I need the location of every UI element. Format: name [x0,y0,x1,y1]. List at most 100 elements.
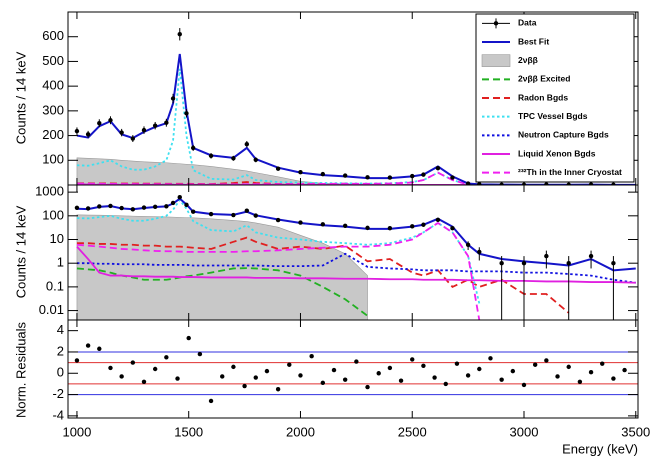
data-point [85,206,91,211]
legend-swatch [493,21,499,26]
data-point [298,169,303,175]
data-point [164,204,169,209]
data-point [499,182,504,185]
data-point [421,222,426,227]
residual-point [130,360,136,365]
residual-point [208,398,214,404]
residual-point [398,378,404,383]
y-tick-label: 0.1 [46,278,64,293]
y-tick-label: 0 [57,365,64,380]
data-point [208,211,214,217]
residual-point [622,367,627,373]
data-point [74,128,80,134]
residual-point [443,381,448,387]
data-point [410,224,415,229]
series-line [76,267,369,317]
y-tick-label: 4 [57,322,64,337]
data-point [85,132,91,137]
data-point [421,172,426,177]
y-tick-label: -2 [52,386,64,401]
residual-point [477,366,482,372]
data-point [152,123,158,128]
residual-point [577,379,583,384]
data-point [465,181,471,185]
data-point [521,260,527,266]
residual-point [600,361,605,366]
data-point [365,225,370,231]
data-point [342,223,348,228]
series-line [76,171,480,185]
residual-point [309,354,314,359]
data-point [588,253,594,259]
residual-point [253,375,258,380]
residual-point [108,365,113,371]
data-point [141,205,147,210]
residual-point [432,375,437,380]
legend-label: Neutron Capture Bgds [518,130,609,140]
residual-point [354,359,359,364]
data-point [231,212,236,218]
data-point [164,120,169,125]
data-point [477,249,482,255]
data-point [365,175,370,180]
y-tick-label: 0.01 [39,302,64,317]
y-tick-label: 200 [42,127,64,142]
legend-label: ²³²Th in the Inner Cryostat [518,167,622,177]
y-tick-label: 2 [57,343,64,358]
residual-point [220,374,225,379]
area [76,214,368,320]
data-point [152,204,158,210]
data-point [244,208,250,213]
data-point [298,220,303,225]
data-point [119,130,124,135]
residual-point [365,384,370,390]
residual-point [611,376,616,381]
series-line [76,221,481,320]
y-tick-label: 400 [42,78,64,93]
data-point [410,173,415,179]
residual-point [387,365,393,371]
data-point [253,213,258,218]
residual-point [264,368,270,374]
y-tick-label: 600 [42,28,64,43]
residual-point [231,364,236,370]
residual-point [320,380,326,386]
residual-point [532,362,538,367]
data-point [611,260,616,266]
data-point [611,182,616,185]
residual-point [275,387,281,392]
residual-point [74,358,80,363]
data-point [435,217,441,222]
x-tick-label: 3500 [621,424,650,439]
residual-point [186,335,191,341]
residual-point [421,363,426,369]
residual-point [119,374,124,379]
y-tick-label: 100 [42,207,64,222]
y-tick-label: 300 [42,102,64,117]
residual-point [510,368,516,374]
residual-point [85,343,91,348]
residual-point [164,355,169,360]
legend-swatch [481,54,511,67]
y-tick-label: 1000 [35,184,64,199]
data-point [477,182,482,185]
data-point [108,118,113,123]
data-point [450,175,455,180]
residual-point [521,382,527,388]
series-line [76,252,636,284]
data-point [244,142,250,147]
data-point [141,127,147,133]
x-axis-label: Energy (keV) [562,441,638,456]
y-axis-label: Norm. Residuals [13,321,28,418]
data-point [342,173,348,178]
data-point [320,222,326,227]
data-point [231,156,236,161]
legend-label: TPC Vessel Bgds [518,111,588,121]
area [76,157,368,185]
data-point [588,182,594,185]
plot-area [68,335,638,404]
x-tick-label: 2000 [286,424,315,439]
residual-point [287,362,292,367]
y-tick-label: 500 [42,53,64,68]
